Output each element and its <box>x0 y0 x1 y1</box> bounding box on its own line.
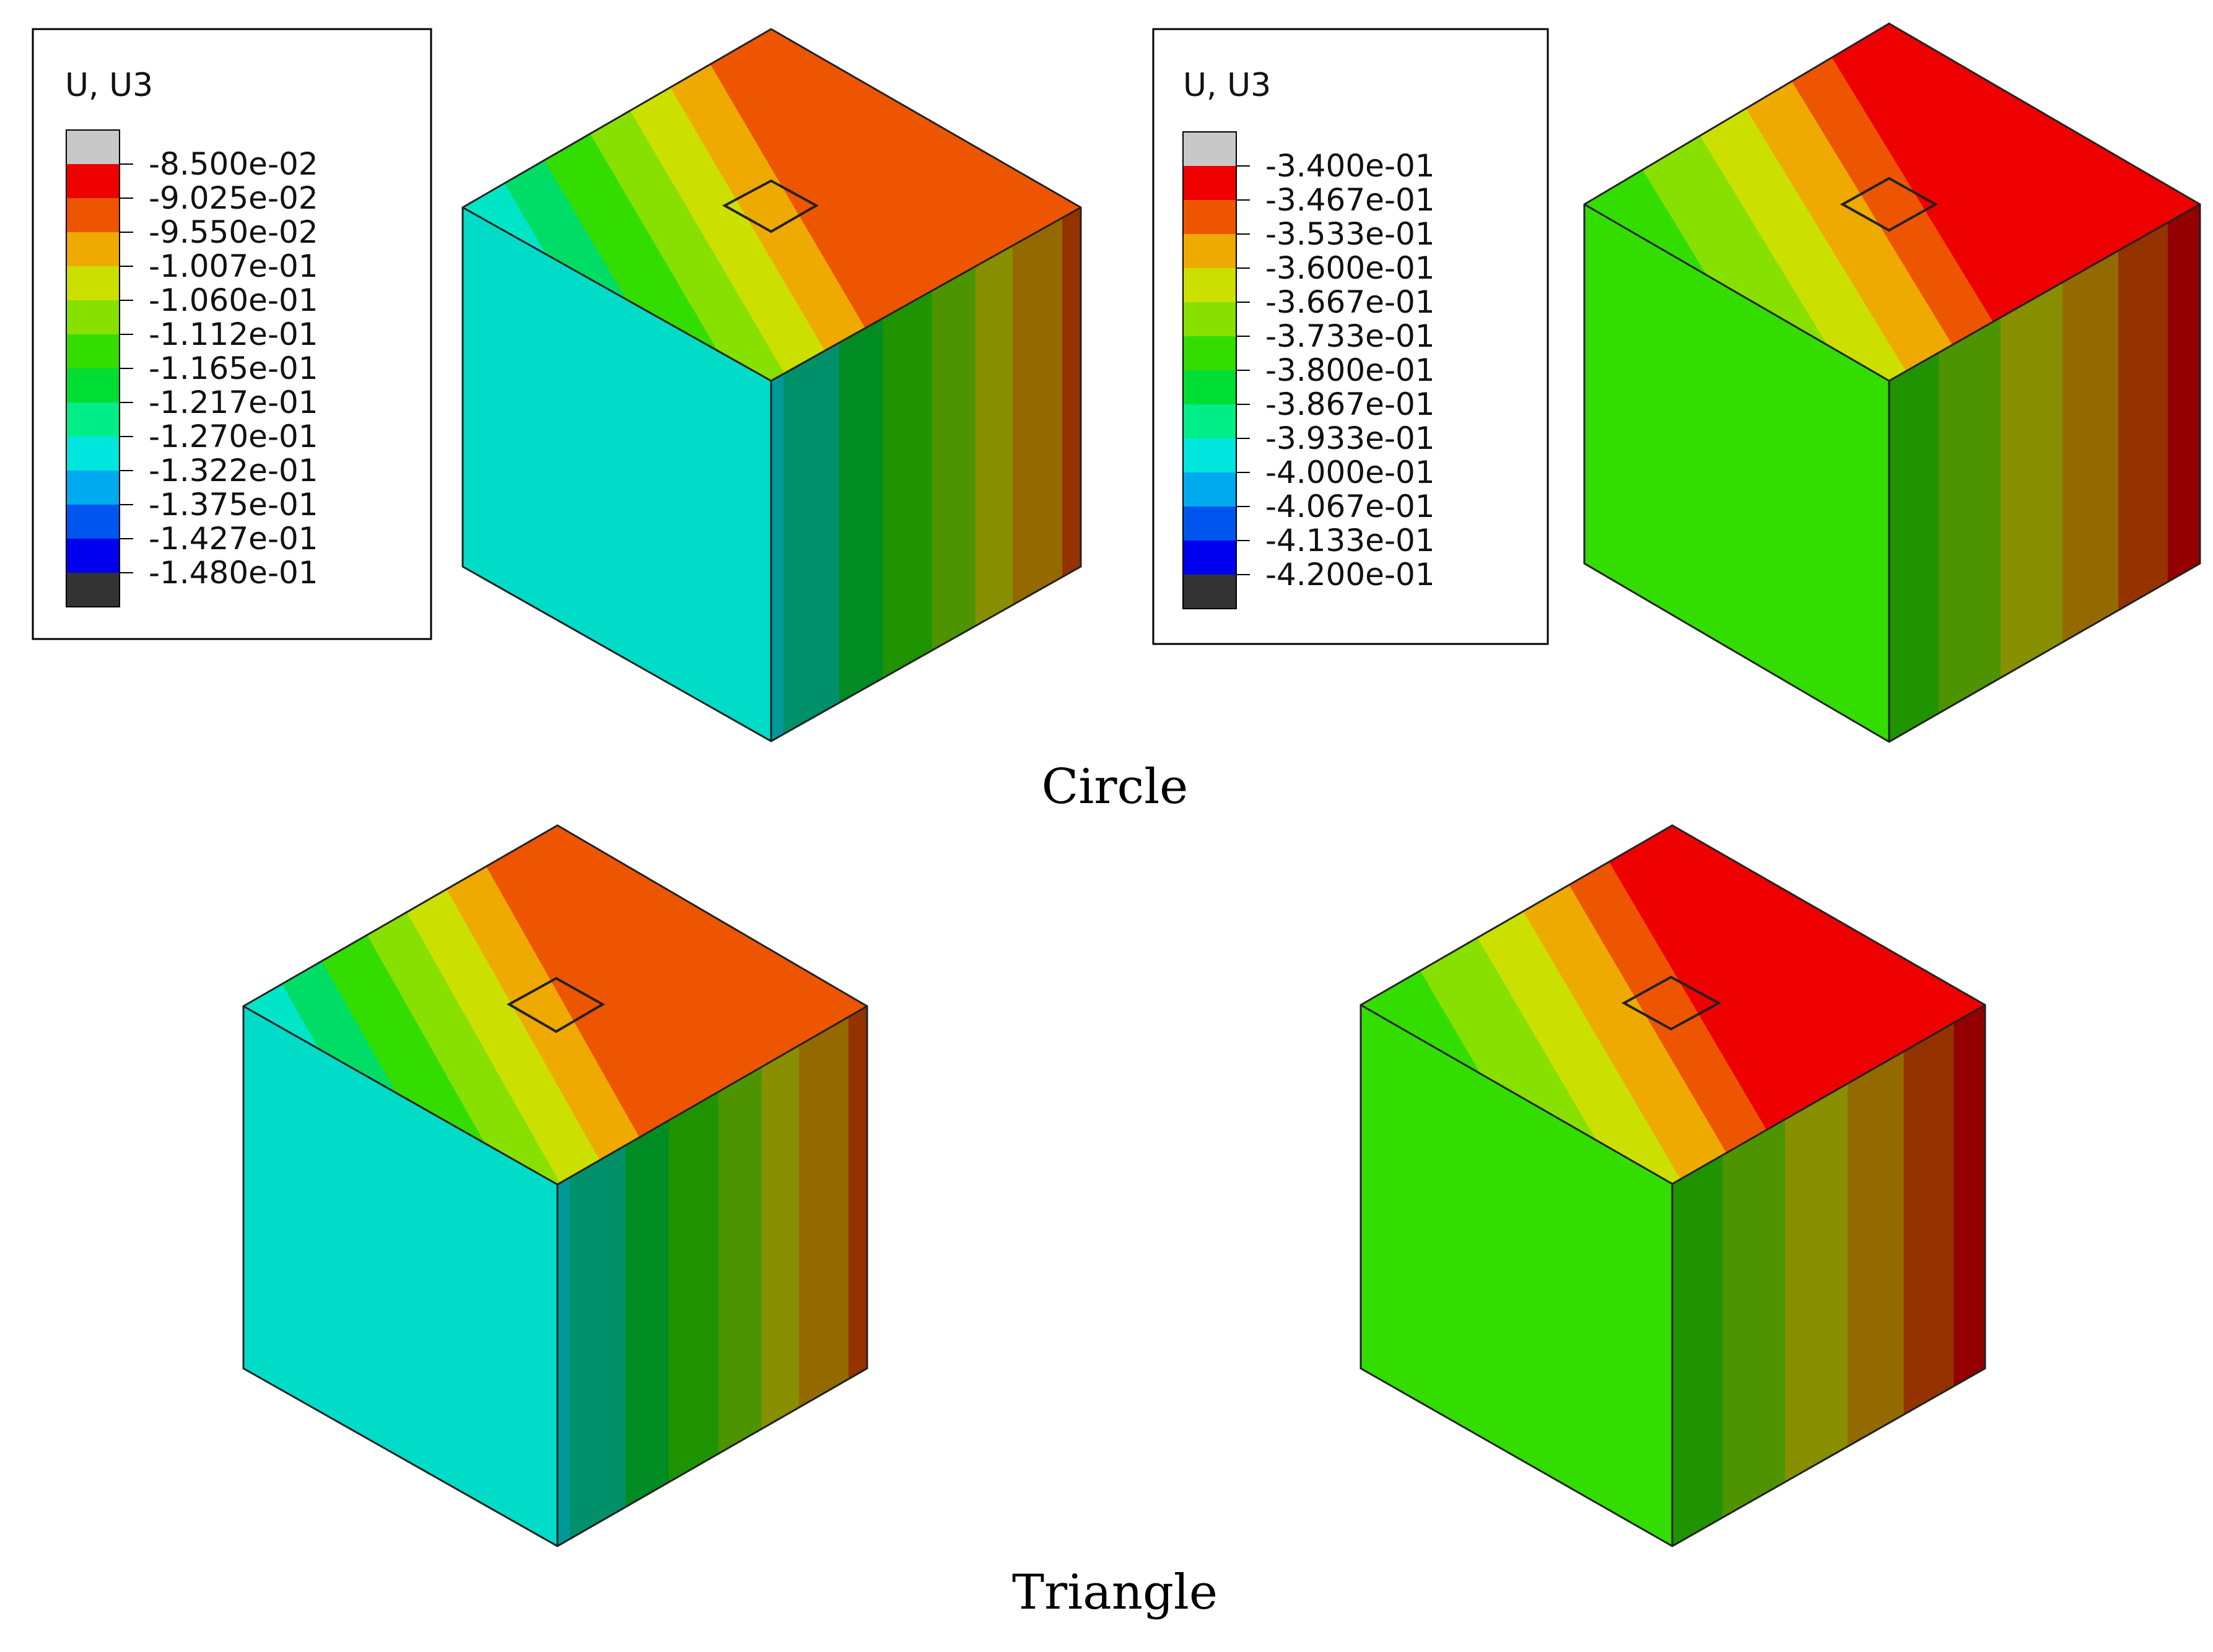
legend-value: -1.165e-01 <box>149 350 318 386</box>
legend-value: -3.400e-01 <box>1265 148 1435 184</box>
legend-swatch <box>1183 234 1236 268</box>
legend-swatch <box>66 198 120 232</box>
legend-swatch <box>66 164 120 198</box>
legend-labels: -3.400e-01 -3.467e-01 -3.533e-01 -3.600e… <box>1265 148 1435 593</box>
loading-patch <box>1621 975 1722 1031</box>
legend-value: -3.533e-01 <box>1265 216 1435 252</box>
legend-value: -1.427e-01 <box>149 521 318 557</box>
loading-patch <box>722 179 819 233</box>
legend-color-bar <box>66 129 133 607</box>
legend-value: -9.025e-02 <box>149 180 318 216</box>
legend-value: -4.200e-01 <box>1265 557 1435 593</box>
cube-front-face <box>1361 1005 1672 1546</box>
legend-value: -1.060e-01 <box>149 282 318 318</box>
legend-value: -3.867e-01 <box>1265 386 1435 422</box>
legend-labels: -8.500e-02 -9.025e-02 -9.550e-02 -1.007e… <box>149 146 318 591</box>
legend-value: -3.600e-01 <box>1265 250 1435 286</box>
legend-value: -4.133e-01 <box>1265 523 1435 559</box>
legend-value: -1.217e-01 <box>149 385 318 420</box>
legend-swatch <box>66 437 120 471</box>
legend-value: -4.067e-01 <box>1265 489 1435 524</box>
legend-value: -1.480e-01 <box>149 555 318 591</box>
legend-value: -3.733e-01 <box>1265 318 1435 354</box>
legend-title: U, U3 <box>1183 67 1271 104</box>
legend-swatch <box>1183 200 1236 234</box>
legend-swatch <box>66 266 120 300</box>
legend-circle-right: U, U3 -3.400e-01 -3.467e-01 -3.533e-01 -… <box>1152 28 1549 645</box>
legend-value: -1.007e-01 <box>149 248 318 284</box>
legend-value: -1.270e-01 <box>149 419 318 454</box>
legend-value: -1.112e-01 <box>149 316 318 352</box>
legend-value: -3.800e-01 <box>1265 352 1435 388</box>
legend-swatch <box>1183 541 1236 575</box>
cube-triangle-left <box>242 824 868 1547</box>
legend-swatch <box>66 505 120 539</box>
legend-swatch <box>1183 370 1236 404</box>
legend-value: -3.933e-01 <box>1265 420 1435 456</box>
cube-front-face <box>243 1006 557 1546</box>
legend-swatch <box>1183 472 1236 506</box>
legend-value: -3.667e-01 <box>1265 284 1435 320</box>
cube-right-face <box>557 1006 867 1546</box>
caption-circle: Circle <box>1042 759 1189 815</box>
legend-swatch <box>1183 336 1236 370</box>
legend-value: -3.467e-01 <box>1265 182 1435 218</box>
loading-patch <box>506 976 606 1033</box>
legend-swatch <box>66 539 120 573</box>
cube-circle-right <box>1583 22 2201 743</box>
legend-swatch <box>1183 166 1236 200</box>
cube-outline <box>242 824 868 1547</box>
cube-top-face <box>463 29 1081 381</box>
cube-right-face <box>771 207 1081 741</box>
legend-value: -9.550e-02 <box>149 214 318 250</box>
legend-swatch <box>66 334 120 368</box>
legend-swatch <box>1183 132 1236 166</box>
legend-swatch <box>1183 506 1236 541</box>
legend-swatch <box>1183 268 1236 302</box>
legend-circle-left: U, U3 -8.500e-02 -9.025e-02 -9.550e-02 -… <box>32 28 432 640</box>
caption-triangle: Triangle <box>1012 1565 1218 1620</box>
legend-swatch <box>66 130 120 164</box>
legend-value: -1.375e-01 <box>149 487 318 523</box>
cube-triangle-right <box>1360 824 1986 1547</box>
legend-swatch <box>66 368 120 402</box>
legend-swatch <box>66 402 120 437</box>
loading-patch <box>1840 176 1939 232</box>
cube-right-face <box>1672 1005 1985 1546</box>
legend-swatch <box>1183 438 1236 472</box>
legend-value: -1.322e-01 <box>149 453 318 489</box>
cube-outline <box>461 28 1082 742</box>
cube-circle-left <box>461 28 1082 742</box>
cube-outline <box>1583 22 2201 743</box>
legend-swatch <box>1183 404 1236 438</box>
cube-outline <box>1360 824 1986 1547</box>
legend-swatch <box>1183 302 1236 336</box>
legend-swatch <box>1183 575 1236 609</box>
cube-front-face <box>463 207 771 741</box>
legend-value: -4.000e-01 <box>1265 454 1435 490</box>
legend-swatch <box>66 300 120 334</box>
legend-swatch <box>66 573 120 607</box>
legend-title: U, U3 <box>65 67 153 104</box>
legend-swatch <box>66 471 120 505</box>
legend-color-bar <box>1182 131 1250 609</box>
legend-value: -8.500e-02 <box>149 146 318 182</box>
legend-swatch <box>66 232 120 266</box>
